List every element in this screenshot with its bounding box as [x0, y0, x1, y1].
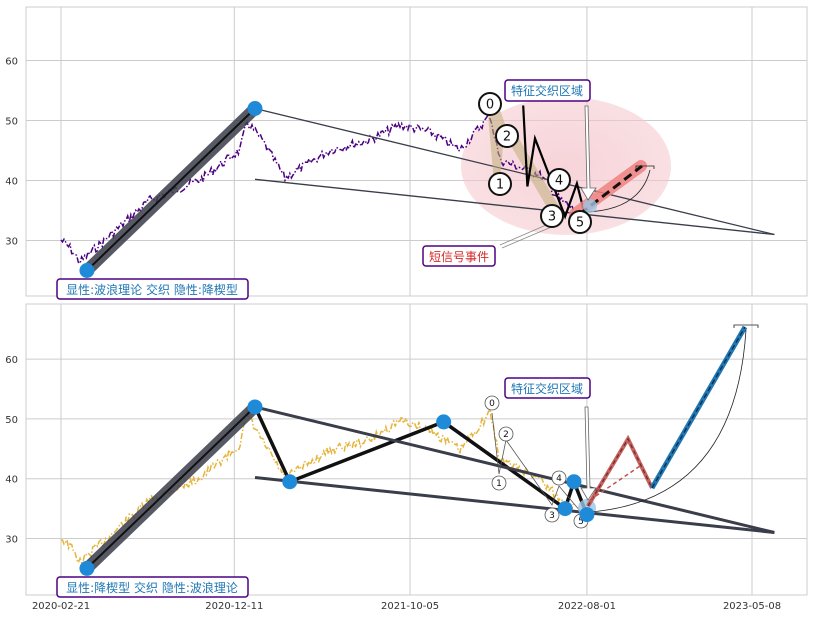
pivot-point [566, 474, 582, 490]
target-bracket [733, 324, 759, 328]
wave-label: 0 [489, 399, 495, 409]
impulse-line [86, 107, 256, 272]
wave-label: 3 [549, 511, 555, 521]
pivot-points [79, 101, 263, 278]
wave-label: 5 [578, 517, 584, 527]
pattern-annotation: 显性:波浪理论 交织 隐性:降楔型 [56, 278, 249, 300]
pivot-point [436, 414, 452, 430]
zone-annotation-text: 特征交织区域 [511, 381, 583, 396]
wave-label: 2 [503, 430, 509, 440]
wave-label-circle [551, 470, 567, 486]
wave-label-circle [478, 92, 502, 116]
wave-label: 4 [555, 174, 563, 189]
pivot-points [79, 399, 595, 576]
wave-label-circle [568, 210, 592, 234]
forecast-arc [585, 169, 651, 213]
pivot-point [557, 501, 573, 517]
wave-label: 2 [503, 130, 511, 145]
top-panel: 30 40 50 60 0 1 2 3 4 5 特征交织区域 [5, 6, 808, 300]
y-tick-label: 40 [5, 475, 18, 486]
target-dash [651, 326, 746, 489]
wave-label-circle [488, 172, 512, 196]
target-bracket [635, 165, 655, 169]
wave-label: 3 [548, 210, 556, 225]
y-tick-label: 50 [5, 117, 18, 128]
signal-pointer [499, 221, 554, 246]
forecast-dashed [589, 465, 641, 501]
wave-labels: 0 1 2 3 4 5 [478, 92, 592, 234]
trend-lower-line [254, 178, 775, 236]
pattern-lines [80, 102, 775, 277]
trend-upper-line [254, 405, 775, 534]
hidden-wave-path [491, 412, 582, 513]
signal-pointer-2 [501, 224, 557, 249]
pivot-point [247, 101, 263, 116]
wave-label-circle [491, 475, 507, 491]
y-tick-label: 60 [5, 57, 18, 68]
trend-upper-line [254, 107, 775, 236]
wave-label: 0 [486, 98, 494, 113]
pivot-point [79, 560, 95, 576]
x-tick-label: 2023-05-08 [723, 601, 781, 612]
pattern-annotation-text: 显性:降楔型 交织 隐性:波浪理论 [66, 580, 238, 595]
zone-arrow [580, 105, 597, 201]
y-tick-label: 50 [5, 415, 18, 426]
wave-label-circle [540, 204, 564, 228]
pivot-point [282, 474, 298, 490]
x-tick-label: 2020-02-21 [32, 601, 90, 612]
wave-label: 1 [496, 178, 504, 193]
pivot-point [579, 507, 595, 523]
impulse-line [86, 406, 256, 570]
pattern-annotation: 显性:降楔型 交织 隐性:波浪理论 [56, 576, 249, 598]
pivot-point [247, 399, 263, 415]
top-grid [26, 7, 807, 296]
wave-label: 4 [556, 474, 562, 484]
top-y-axis: 30 40 50 60 [5, 57, 18, 248]
y-tick-label: 60 [5, 355, 18, 366]
signal-annotation-text: 短信号事件 [429, 250, 489, 264]
wave-label-circle [544, 507, 560, 523]
zone-annotation: 特征交织区域 [504, 79, 591, 102]
forecast-zigzag-dash [587, 437, 653, 507]
wave-label-circle [495, 124, 519, 148]
trend-lower-line [254, 476, 775, 534]
y-tick-label: 30 [5, 237, 18, 248]
wave-label: 5 [576, 216, 584, 231]
zone-annotation: 特征交织区域 [504, 377, 591, 399]
x-axis: 2020-02-21 2020-12-11 2021-10-05 2022-08-01… [32, 601, 781, 612]
zone-arrow [580, 406, 597, 501]
top-plot-area [25, 6, 808, 297]
y-tick-label: 40 [5, 177, 18, 188]
zone-annotation-text: 特征交织区域 [511, 83, 583, 98]
y-tick-label: 30 [5, 535, 18, 546]
pivot-marker [583, 199, 597, 213]
wave-label-circle [547, 168, 571, 192]
target-arc [589, 329, 747, 513]
bottom-y-axis: 30 40 50 60 [5, 355, 18, 545]
bottom-plot-area [25, 303, 808, 596]
signal-annotation: 短信号事件 [422, 245, 496, 267]
wave-label-circle [498, 426, 514, 442]
pivot-point [79, 263, 95, 278]
x-tick-label: 2020-12-11 [205, 601, 263, 612]
price-line [60, 406, 575, 565]
pattern-annotation-text: 显性:波浪理论 交织 隐性:降楔型 [66, 282, 238, 297]
x-tick-label: 2021-10-05 [381, 601, 439, 612]
wave-label-circle [484, 395, 500, 411]
x-tick-label: 2022-08-01 [558, 601, 616, 612]
wave-label: 1 [496, 479, 502, 489]
